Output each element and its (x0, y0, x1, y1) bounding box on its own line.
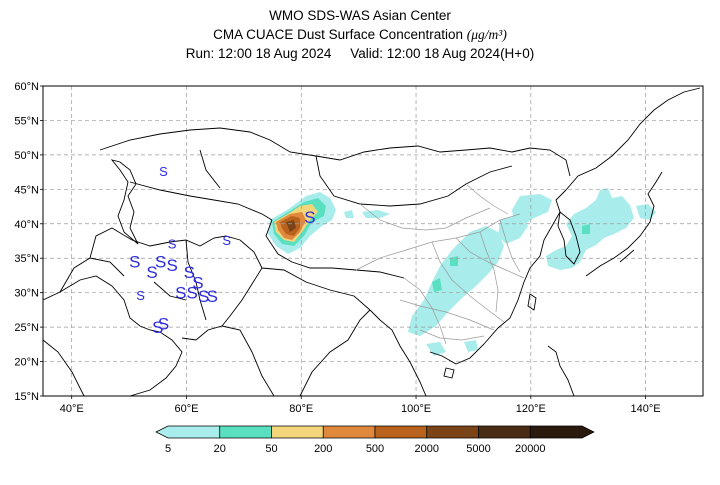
colorbar-segment (322, 425, 376, 439)
colorbar-level-label: 2000 (415, 443, 439, 455)
lat-tick-label: 25°N (14, 322, 39, 334)
title-line-2-unit: (μg/m³) (466, 27, 507, 42)
colorbar-level-label: 5 (165, 443, 171, 455)
colorbar-segment (271, 425, 324, 439)
valid-time-label: Valid: 12:00 18 Aug 2024(H+0) (350, 46, 535, 61)
sandstorm-marker: S (168, 236, 177, 251)
longitude-tick-labels: 40°E 60°E 80°E 100°E 120°E 140°E (60, 396, 661, 415)
title-line-2-text: CMA CUACE Dust Surface Concentration (213, 27, 463, 42)
china-provinces (355, 183, 525, 345)
coastline-india (181, 309, 371, 396)
sandstorm-marker: S (146, 263, 157, 282)
colorbar-segment (426, 425, 479, 439)
title-line-3: Run: 12:00 18 Aug 2024 Valid: 12:00 18 A… (0, 44, 720, 63)
sandstorm-marker: S (136, 288, 145, 303)
colorbar-segment (374, 425, 428, 439)
coastline-caspian (110, 159, 139, 245)
border-russia-south (99, 127, 571, 177)
colorbar-segment (155, 425, 221, 439)
lat-tick-label: 15°N (14, 391, 39, 403)
lat-tick-label: 50°N (14, 150, 39, 162)
lat-tick-label: 20°N (14, 357, 39, 369)
sandstorm-marker: S (129, 253, 140, 272)
sandstorm-marker: S (155, 253, 166, 272)
dust-field-tarim-2000 (286, 220, 296, 232)
border-mongolia (315, 155, 513, 207)
coastline-middle-east (43, 275, 183, 396)
coastline-philippines (547, 345, 575, 396)
colorbar-level-label: 200 (314, 443, 332, 455)
dust-field-south-china (426, 340, 478, 356)
border-iran-afghan (131, 235, 241, 321)
colorbar-level-label: 500 (366, 443, 384, 455)
run-time-label: Run: 12:00 18 Aug 2024 (185, 46, 332, 61)
border-middle-east-internal (59, 227, 133, 293)
sandstorm-marker: S (184, 263, 195, 282)
lon-tick-label: 140°E (631, 403, 661, 415)
coastline-russia-east (565, 87, 701, 191)
border-pakistan-india (221, 239, 371, 327)
colorbar-level-label: 20 (214, 443, 226, 455)
colorbar-segment (219, 425, 272, 439)
coastline-korea (557, 211, 581, 265)
sandstorm-marker: S (152, 318, 163, 337)
map-frame (43, 86, 703, 396)
title-line-1: WMO SDS-WAS Asian Center (269, 8, 451, 23)
lon-tick-label: 100°E (401, 403, 431, 415)
lat-tick-label: 30°N (14, 288, 39, 300)
sandstorm-marker: S (175, 284, 186, 303)
colorbar: 5 20 50 200 500 2000 5000 20000 (155, 425, 595, 455)
sandstorm-marker: S (222, 233, 231, 248)
dust-field-mongolia (344, 210, 390, 218)
sandstorm-marker: S (187, 284, 198, 303)
colorbar-segment (529, 425, 595, 439)
colorbar-level-label: 5000 (466, 443, 490, 455)
sandstorm-marker: S (159, 164, 168, 179)
latitude-tick-labels: 15°N 20°N 25°N 30°N 35°N 40°N 45°N 50°N 55°N 60°N (14, 81, 43, 403)
colorbar-segment (478, 425, 531, 439)
dust-field-central-china-b (498, 214, 528, 244)
border-kazakhstan (129, 149, 273, 221)
sandstorm-marker: S (304, 208, 315, 227)
lat-tick-label: 60°N (14, 81, 39, 93)
coastline-japan (585, 171, 663, 277)
sandstorm-marker: S (192, 273, 203, 292)
lat-tick-label: 55°N (14, 115, 39, 127)
colorbar-level-label: 20000 (515, 443, 546, 455)
lon-tick-label: 60°E (174, 403, 198, 415)
lon-tick-label: 40°E (60, 403, 84, 415)
lat-tick-label: 45°N (14, 184, 39, 196)
lon-tick-label: 120°E (516, 403, 546, 415)
title-line-2: CMA CUACE Dust Surface Concentration (μg… (0, 25, 720, 44)
map-border (42, 85, 704, 397)
coastlines-borders (43, 87, 701, 396)
sandstorm-marker: S (158, 315, 169, 334)
lat-tick-label: 40°N (14, 219, 39, 231)
dust-field-japan (636, 204, 656, 220)
coastline-se-asia (369, 189, 567, 396)
sandstorm-marker: S (198, 287, 209, 306)
dust-concentration-fields (268, 188, 656, 356)
sandstorm-marker: S (166, 256, 177, 275)
colorbar-level-label: 50 (265, 443, 277, 455)
lon-tick-label: 80°E (289, 403, 313, 415)
lat-tick-label: 35°N (14, 253, 39, 265)
coastline-taiwan-hainan (443, 293, 537, 379)
border-china-west (265, 219, 405, 279)
sandstorm-marker: S (207, 287, 218, 306)
figure-title-block: WMO SDS-WAS Asian Center CMA CUACE Dust … (0, 6, 720, 63)
